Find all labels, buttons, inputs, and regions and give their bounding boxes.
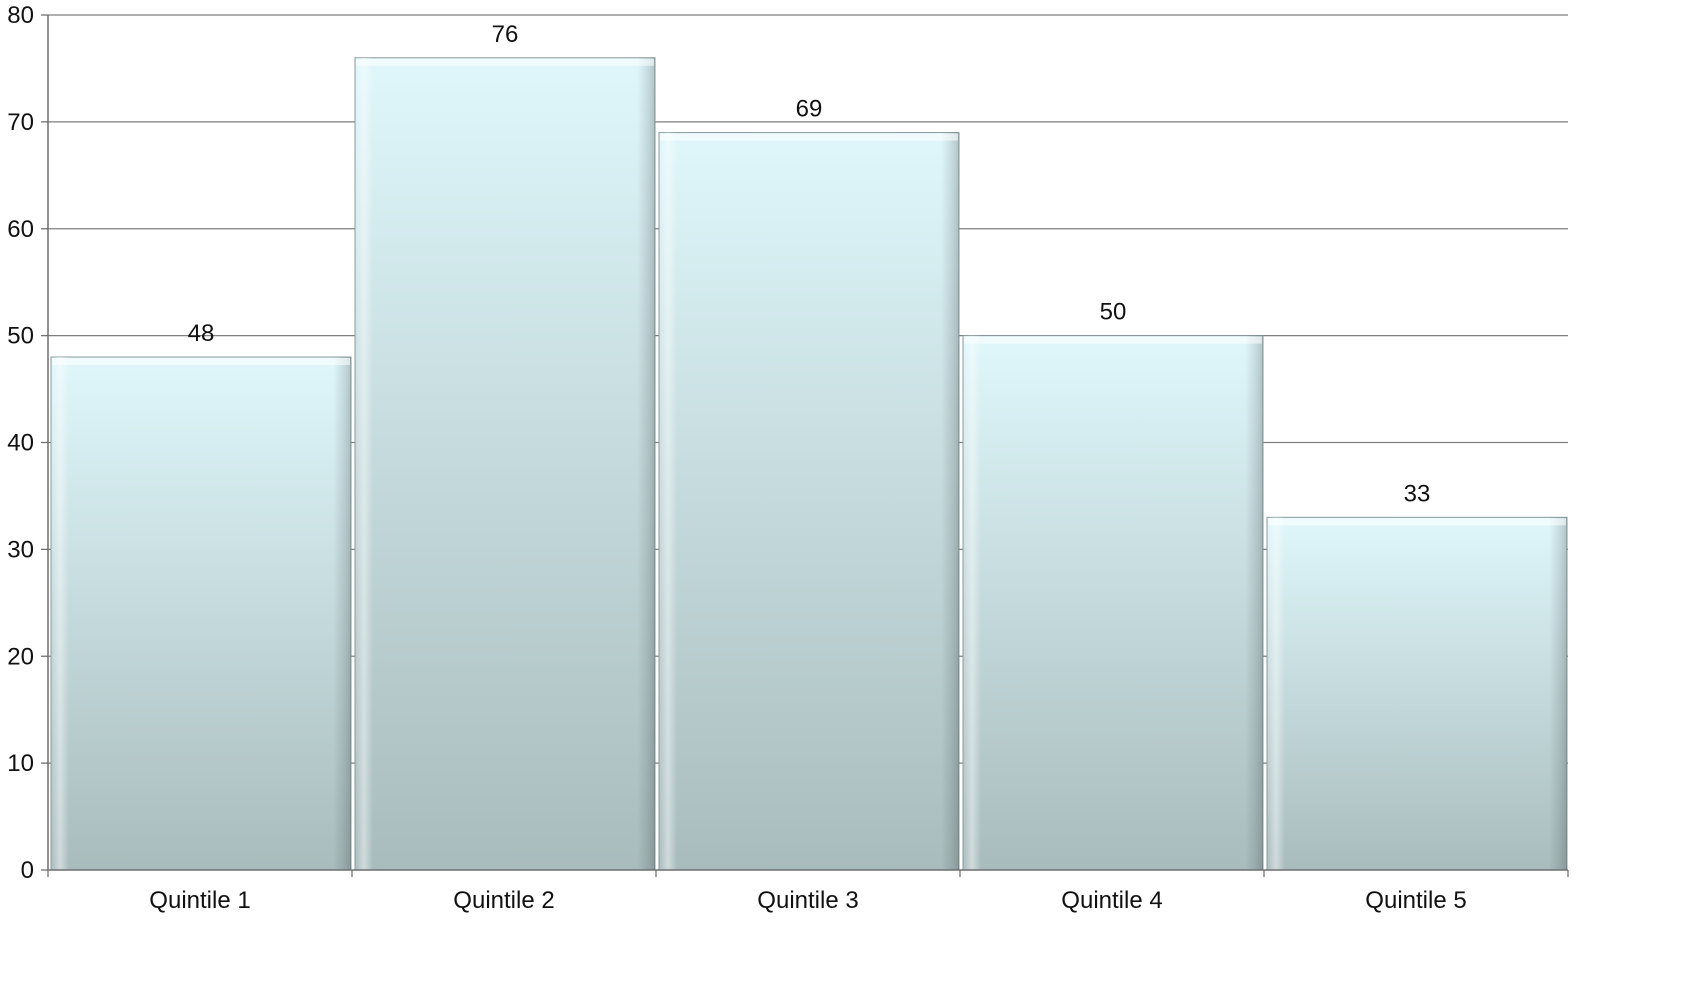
y-tick-label: 20 xyxy=(7,643,34,670)
bar-top-highlight xyxy=(52,358,350,365)
y-tick-label: 0 xyxy=(21,857,34,884)
x-tick-label: Quintile 4 xyxy=(1061,887,1162,914)
data-label: 76 xyxy=(492,21,519,48)
bar-top-highlight xyxy=(660,133,958,141)
y-tick-label: 60 xyxy=(7,216,34,243)
bar-bevel xyxy=(963,335,1263,870)
bar-top-highlight xyxy=(964,336,1262,344)
x-tick-label: Quintile 2 xyxy=(453,887,554,914)
axes xyxy=(41,14,1569,877)
bar-bevel xyxy=(659,132,959,870)
y-tick-label: 70 xyxy=(7,109,34,136)
bars xyxy=(50,57,1568,871)
data-label: 50 xyxy=(1100,299,1127,326)
x-tick-label: Quintile 5 xyxy=(1365,887,1466,914)
y-tick-label: 80 xyxy=(7,2,34,29)
bar-bevel xyxy=(355,57,655,870)
labels: 0 10 20 30 40 50 60 70 80 48 Quintile 1 76 Quintile … xyxy=(7,2,1466,914)
y-tick-label: 50 xyxy=(7,323,34,350)
bar-top-highlight xyxy=(1268,518,1566,526)
x-tick-label: Quintile 1 xyxy=(149,887,250,914)
bar-bevel xyxy=(51,357,351,870)
data-label: 69 xyxy=(796,96,823,123)
x-tick-label: Quintile 3 xyxy=(757,887,858,914)
y-tick-label: 30 xyxy=(7,536,34,563)
y-tick-label: 10 xyxy=(7,750,34,777)
y-tick-label: 40 xyxy=(7,430,34,457)
bar-bevel xyxy=(1267,517,1567,870)
data-label: 48 xyxy=(188,320,215,347)
data-label: 33 xyxy=(1404,480,1431,507)
bar-top-highlight xyxy=(356,58,654,66)
